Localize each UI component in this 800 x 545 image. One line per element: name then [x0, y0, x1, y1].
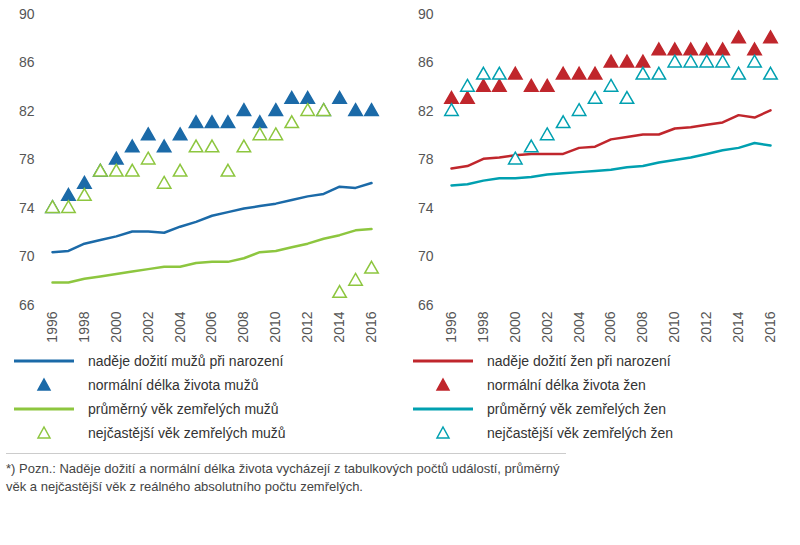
html-text:normální délka života žen: normální délka života žen: [487, 377, 646, 393]
svg-text:86: 86: [19, 54, 35, 70]
svg-text:2000: 2000: [507, 311, 523, 342]
svg-text:78: 78: [19, 151, 35, 167]
svg-text:82: 82: [19, 103, 35, 119]
svg-text:2006: 2006: [602, 311, 618, 342]
svg-text:2016: 2016: [363, 311, 379, 342]
html-text:průměrný věk zemřelých mužů: průměrný věk zemřelých mužů: [88, 401, 279, 417]
html-text:naděje dožití mužů při narozen: naděje dožití mužů při narození: [88, 353, 284, 369]
svg-text:1996: 1996: [443, 311, 459, 342]
svg-text:2010: 2010: [267, 311, 283, 342]
html-text:průměrný věk zemřelých žen: průměrný věk zemřelých žen: [487, 401, 666, 417]
svg-text:2010: 2010: [666, 311, 682, 342]
svg-text:66: 66: [19, 297, 35, 313]
svg-text:66: 66: [418, 297, 434, 313]
svg-text:2006: 2006: [203, 311, 219, 342]
svg-text:1996: 1996: [44, 311, 60, 342]
svg-text:2008: 2008: [235, 311, 251, 342]
svg-text:2002: 2002: [140, 311, 156, 342]
svg-text:74: 74: [418, 200, 434, 216]
svg-text:2014: 2014: [331, 311, 347, 342]
html-text:nejčastější věk zemřelých mužů: nejčastější věk zemřelých mužů: [88, 425, 286, 441]
html-text:naděje dožití žen při narození: naděje dožití žen při narození: [487, 353, 671, 369]
svg-text:2014: 2014: [730, 311, 746, 342]
svg-text:70: 70: [19, 248, 35, 264]
svg-text:70: 70: [418, 248, 434, 264]
html-text:*) Pozn.: Naděje dožití a norm: *) Pozn.: Naděje dožití a normální délka…: [6, 461, 560, 495]
svg-text:1998: 1998: [76, 311, 92, 342]
svg-text:2008: 2008: [634, 311, 650, 342]
svg-text:90: 90: [418, 6, 434, 22]
svg-text:2002: 2002: [539, 311, 555, 342]
svg-text:2004: 2004: [172, 311, 188, 342]
svg-text:82: 82: [418, 103, 434, 119]
svg-text:86: 86: [418, 54, 434, 70]
svg-text:2012: 2012: [698, 311, 714, 342]
svg-text:2016: 2016: [762, 311, 778, 342]
svg-text:74: 74: [19, 200, 35, 216]
html-text:normální délka života mužů: normální délka života mužů: [88, 377, 259, 393]
svg-text:78: 78: [418, 151, 434, 167]
html-text:nejčastější věk zemřelých žen: nejčastější věk zemřelých žen: [487, 425, 673, 441]
svg-text:2000: 2000: [108, 311, 124, 342]
svg-text:2012: 2012: [299, 311, 315, 342]
svg-text:2004: 2004: [571, 311, 587, 342]
svg-text:1998: 1998: [475, 311, 491, 342]
svg-text:90: 90: [19, 6, 35, 22]
